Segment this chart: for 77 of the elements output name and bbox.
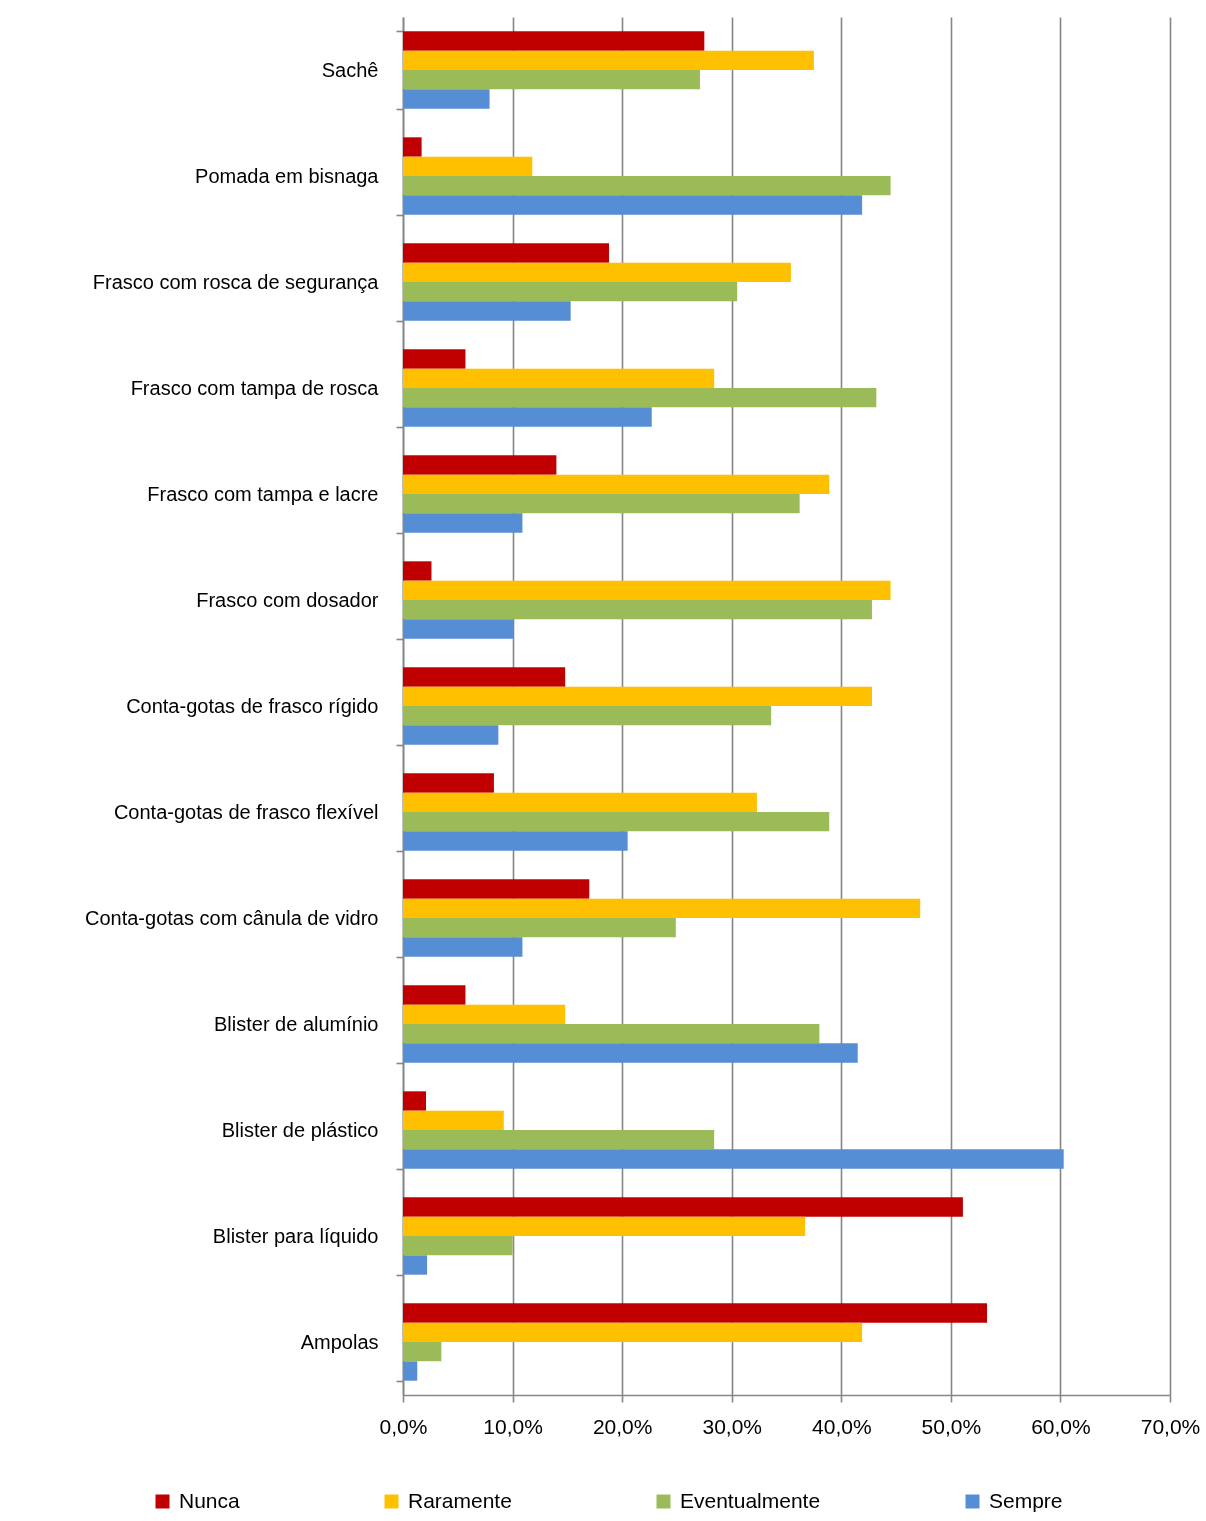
bar <box>403 1303 988 1323</box>
bar <box>403 580 891 600</box>
bar <box>403 937 523 957</box>
bar <box>403 1149 1064 1169</box>
bar <box>403 561 432 581</box>
bar <box>403 918 676 938</box>
y-tick-label: Frasco com rosca de segurança <box>92 270 380 293</box>
y-tick-label: Conta-gotas com cânula de vidro <box>85 906 379 929</box>
bar <box>403 31 705 51</box>
bar <box>403 368 715 388</box>
bar <box>403 1024 820 1044</box>
y-tick-label: Ampolas <box>300 1330 379 1353</box>
bar <box>403 195 863 215</box>
bar <box>403 1361 418 1381</box>
bar <box>403 455 557 475</box>
bar <box>403 70 700 90</box>
bar <box>403 1216 806 1236</box>
bar <box>403 812 830 832</box>
y-tick-label: Frasco com tampa e lacre <box>147 482 379 505</box>
y-tick-label: Blister de plástico <box>221 1118 379 1141</box>
x-tick-label: 70,0% <box>1140 1414 1201 1438</box>
bar <box>403 407 652 427</box>
bar <box>403 1197 963 1217</box>
bar <box>403 1236 513 1256</box>
x-tick-label: 20,0% <box>592 1414 653 1438</box>
bar <box>403 667 566 687</box>
x-tick-label: 50,0% <box>921 1414 982 1438</box>
y-tick-label: Frasco com dosador <box>196 588 379 611</box>
bar <box>403 176 891 196</box>
y-tick-label: Blister para líquido <box>212 1224 379 1247</box>
bar <box>403 1255 428 1275</box>
legend-label: Sempre <box>989 1488 1063 1512</box>
bar <box>403 725 499 745</box>
bar <box>403 1342 442 1362</box>
bar <box>403 898 921 918</box>
bar <box>403 50 814 70</box>
y-tick-label: Frasco com tampa de rosca <box>130 376 380 399</box>
x-tick-label: 30,0% <box>702 1414 762 1438</box>
bar <box>403 1130 715 1150</box>
y-tick-label: Pomada em bisnaga <box>195 164 380 187</box>
bar <box>403 985 466 1005</box>
bar <box>403 706 772 726</box>
y-tick-label: Blister de alumínio <box>213 1012 379 1035</box>
bar <box>403 494 800 514</box>
x-tick-label: 0,0% <box>379 1414 428 1438</box>
bar <box>403 619 514 639</box>
bar <box>403 349 466 369</box>
bar <box>403 137 422 157</box>
bar <box>403 1004 566 1024</box>
bar <box>403 513 523 533</box>
bar <box>403 1322 863 1342</box>
bar <box>403 474 830 494</box>
bar <box>403 879 590 899</box>
bar <box>403 773 494 793</box>
y-tick-label: Conta-gotas de frasco flexível <box>113 800 379 823</box>
bar <box>403 1110 504 1130</box>
bar <box>403 1091 427 1111</box>
bar <box>403 89 490 109</box>
bar <box>403 792 757 812</box>
bar <box>403 282 738 302</box>
x-tick-label: 60,0% <box>1031 1414 1091 1438</box>
bar <box>403 600 872 620</box>
legend-label: Nunca <box>179 1488 241 1512</box>
bar <box>403 301 571 321</box>
bar <box>403 243 609 263</box>
legend-label: Eventualmente <box>680 1488 821 1512</box>
bar <box>403 388 877 408</box>
y-tick-label: Sachê <box>321 58 379 81</box>
legend-label: Raramente <box>408 1488 512 1512</box>
x-tick-label: 40,0% <box>812 1414 872 1438</box>
x-tick-label: 10,0% <box>483 1414 543 1438</box>
bar <box>403 831 628 851</box>
bar <box>403 1043 858 1063</box>
bar <box>403 262 791 282</box>
bar <box>403 686 872 706</box>
y-tick-label: Conta-gotas de frasco rígido <box>126 694 379 717</box>
bar <box>403 156 533 176</box>
